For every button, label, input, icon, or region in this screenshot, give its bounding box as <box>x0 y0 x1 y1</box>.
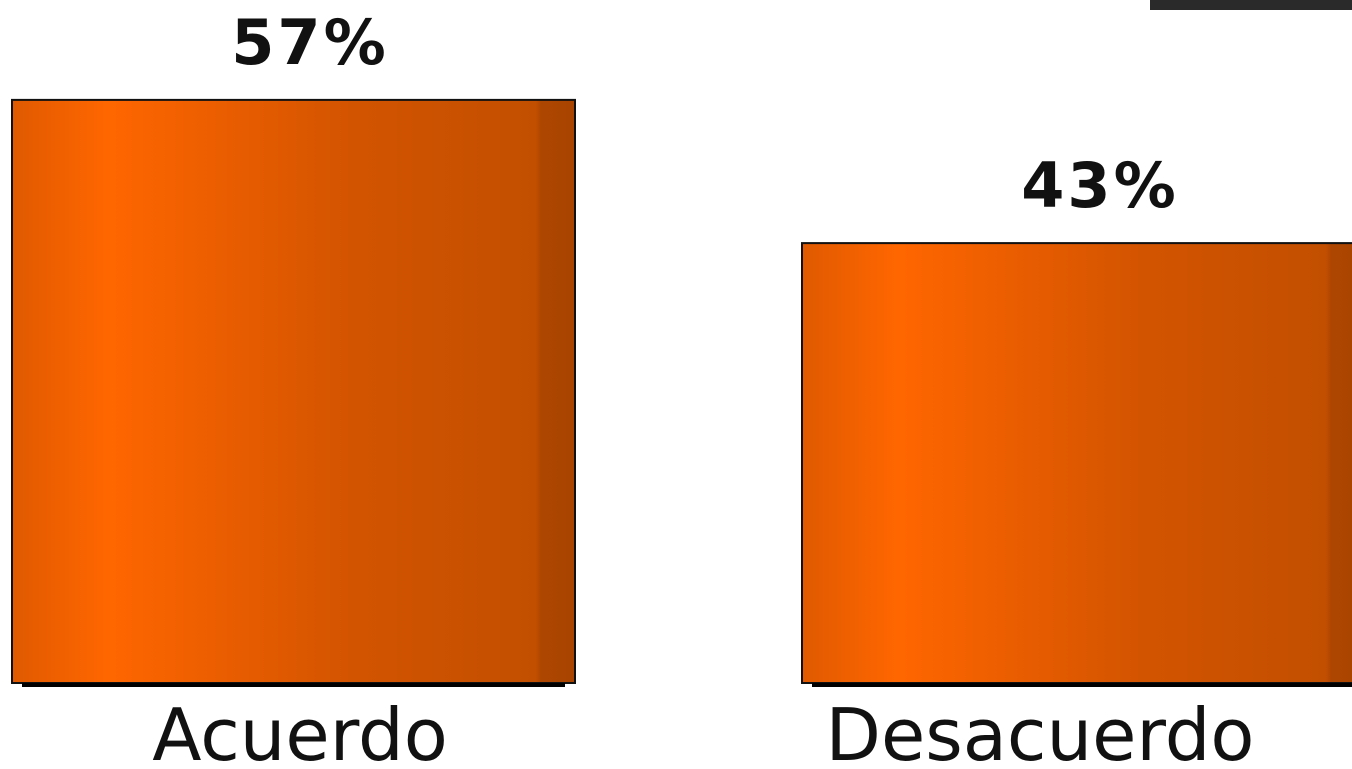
corner-image <box>1150 0 1352 10</box>
bar <box>11 98 576 684</box>
category-label: Acuerdo <box>152 693 448 769</box>
value-label: 57% <box>231 6 388 79</box>
category-label: Desacuerdo <box>826 693 1255 769</box>
value-label: 43% <box>1021 149 1178 222</box>
bar <box>801 242 1352 685</box>
